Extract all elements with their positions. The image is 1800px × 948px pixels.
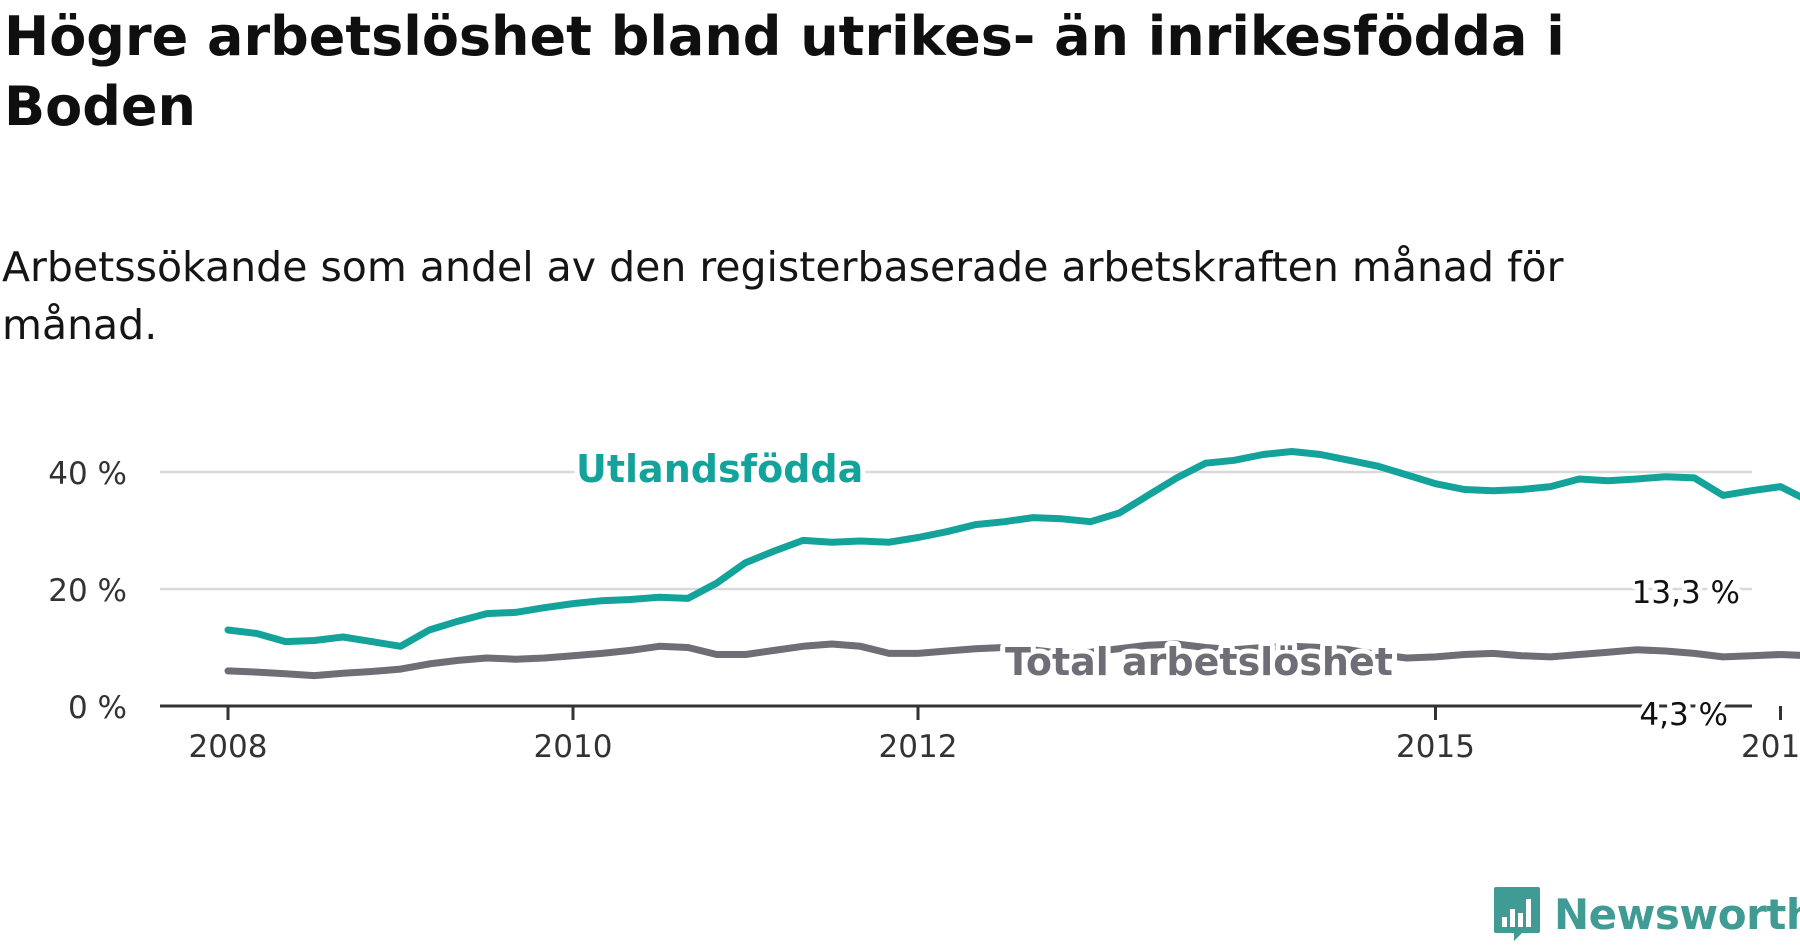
end-value-total: 4,3 % <box>1639 697 1728 733</box>
x-tick-label: 2010 <box>534 729 613 765</box>
chart-subtitle: Arbetssökande som andel av den registerb… <box>2 243 1564 349</box>
series-label-total-halo: Total arbetslöshet <box>1005 640 1393 684</box>
brand-name: Newsworthy <box>1554 889 1800 939</box>
x-tick-label: 2012 <box>879 729 958 765</box>
x-tick-label: 2015 <box>1396 729 1475 765</box>
end-value-total-halo: 4,3 % <box>1639 697 1728 733</box>
chart-title: Högre arbetslöshet bland utrikes- än inr… <box>4 5 1565 138</box>
y-tick-label: 40 % <box>48 456 127 492</box>
y-axis-tick-labels: 0 % 20 % 40 % <box>48 456 127 726</box>
series-label-utlandsfodda-halo: Utlandsfödda <box>576 447 863 491</box>
x-tick-label: 2008 <box>189 729 268 765</box>
series-label-utlandsfodda: Utlandsfödda <box>576 447 863 491</box>
end-value-utlandsfodda-halo: 13,3 % <box>1632 575 1740 611</box>
y-tick-label: 20 % <box>48 573 127 609</box>
gridlines <box>160 470 1752 591</box>
newsworthy-icon <box>1494 887 1540 941</box>
y-tick-label: 0 % <box>68 690 127 726</box>
series-line-1 <box>224 640 1800 680</box>
x-axis-tick-labels: 20082010201220152017202020222024 <box>189 729 1800 765</box>
x-tick-label: 2017 <box>1741 729 1800 765</box>
newsworthy-logo: Newsworthy <box>1492 884 1800 944</box>
x-axis <box>160 704 1782 720</box>
series-line-0 <box>224 448 1800 650</box>
series-lines <box>224 448 1800 680</box>
series-label-total: Total arbetslöshet <box>1005 640 1393 684</box>
end-value-utlandsfodda: 13,3 % <box>1632 575 1740 611</box>
